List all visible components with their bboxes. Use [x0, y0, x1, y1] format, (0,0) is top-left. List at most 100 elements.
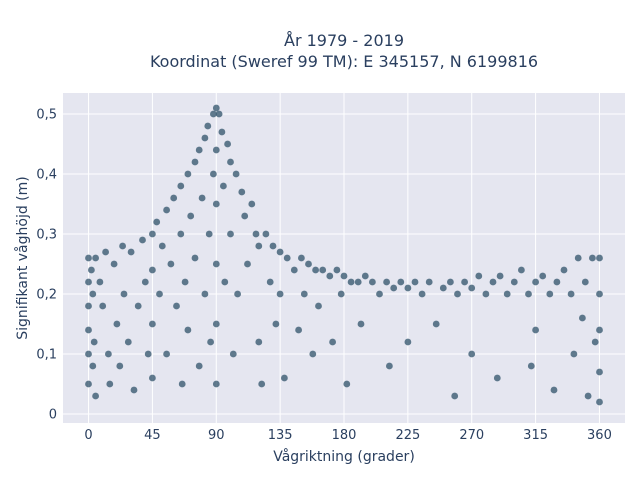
data-point	[92, 254, 99, 262]
data-point	[579, 314, 586, 322]
data-point	[184, 326, 192, 334]
data-point	[305, 260, 312, 268]
data-point	[252, 230, 260, 238]
data-point	[560, 266, 568, 274]
data-point	[276, 248, 284, 256]
data-point	[102, 248, 109, 256]
x-tick-label: 360	[587, 428, 612, 443]
x-tick-label: 0	[84, 428, 92, 443]
data-point	[532, 278, 539, 286]
data-point	[195, 146, 203, 154]
y-tick-label: 0	[49, 408, 57, 423]
data-point	[290, 266, 298, 274]
data-point	[85, 380, 92, 388]
data-point	[581, 278, 589, 286]
data-point	[116, 362, 124, 370]
data-point	[85, 326, 92, 334]
data-point	[418, 290, 426, 298]
data-point	[496, 272, 504, 280]
data-point	[244, 260, 251, 268]
data-point	[187, 212, 195, 220]
data-point	[567, 290, 575, 298]
data-point	[124, 338, 132, 346]
data-point	[475, 272, 483, 280]
y-tick-label: 0,2	[36, 288, 57, 303]
data-point	[191, 158, 199, 166]
data-point	[283, 254, 291, 262]
data-point	[215, 110, 223, 118]
data-point	[212, 104, 220, 112]
data-point	[158, 242, 166, 250]
data-point	[262, 230, 270, 238]
chart-subtitle: Koordinat (Sweref 99 TM): E 345157, N 61…	[150, 52, 538, 71]
data-point	[596, 398, 603, 406]
data-point	[207, 338, 215, 346]
data-point	[326, 272, 334, 280]
x-axis-title: Vågriktning (grader)	[273, 448, 415, 465]
data-point	[227, 158, 234, 166]
data-point	[232, 170, 240, 178]
data-point	[333, 266, 341, 274]
y-tick-label: 0,1	[36, 348, 57, 363]
data-point	[85, 350, 92, 358]
data-point	[298, 254, 305, 262]
data-point	[210, 110, 217, 118]
data-point	[354, 278, 362, 286]
data-point	[149, 266, 156, 274]
x-tick-label: 180	[332, 428, 357, 443]
scatter-points	[85, 104, 603, 406]
data-point	[153, 218, 161, 226]
data-point	[461, 278, 468, 286]
data-point	[425, 278, 433, 286]
data-point	[439, 284, 447, 292]
data-point	[90, 338, 98, 346]
data-point	[204, 122, 212, 130]
data-point	[229, 350, 237, 358]
data-point	[163, 350, 171, 358]
x-axis-ticks: 0 45 90 135 180 225 270 315 360	[84, 428, 611, 443]
data-point	[361, 272, 369, 280]
x-tick-label: 90	[208, 428, 225, 443]
data-point	[149, 230, 156, 238]
data-point	[493, 374, 501, 382]
data-point	[212, 146, 220, 154]
data-point	[468, 350, 476, 358]
data-point	[574, 254, 582, 262]
data-point	[212, 320, 220, 328]
x-tick-label: 45	[144, 428, 161, 443]
data-point	[510, 278, 518, 286]
data-point	[181, 278, 189, 286]
data-point	[127, 248, 135, 256]
data-point	[454, 290, 461, 298]
data-point	[163, 206, 171, 214]
data-point	[553, 278, 561, 286]
data-point	[88, 266, 95, 274]
data-point	[220, 182, 227, 190]
data-point	[167, 260, 175, 268]
data-point	[340, 272, 348, 280]
data-point	[156, 290, 163, 298]
y-tick-label: 0,4	[36, 168, 57, 183]
data-point	[212, 200, 220, 208]
data-point	[241, 212, 249, 220]
data-point	[404, 284, 412, 292]
data-point	[85, 302, 92, 310]
data-point	[210, 170, 217, 178]
data-point	[383, 278, 390, 286]
data-point	[489, 278, 497, 286]
data-point	[177, 230, 185, 238]
data-point	[546, 290, 554, 298]
data-point	[238, 188, 246, 196]
data-point	[447, 278, 454, 286]
y-tick-label: 0,3	[36, 228, 57, 243]
x-tick-label: 270	[459, 428, 484, 443]
data-point	[539, 272, 547, 280]
data-point	[92, 392, 99, 400]
data-point	[550, 386, 558, 394]
data-point	[221, 278, 229, 286]
data-point	[85, 254, 92, 262]
data-point	[319, 266, 327, 274]
data-point	[170, 194, 178, 202]
data-point	[503, 290, 511, 298]
data-point	[205, 230, 213, 238]
